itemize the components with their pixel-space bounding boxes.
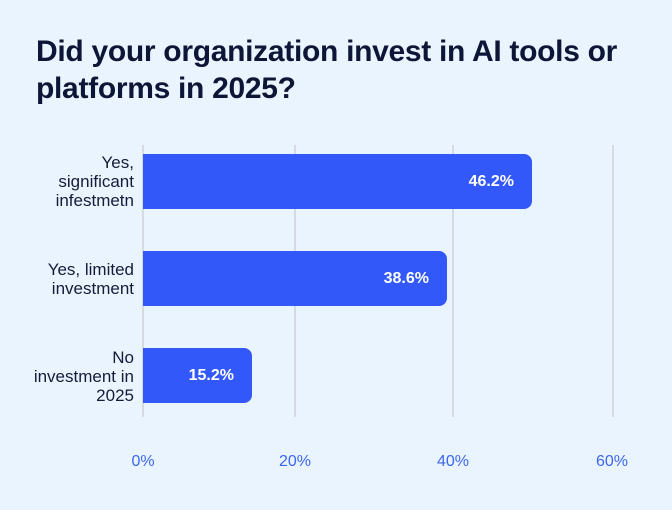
bar-value-label: 15.2% [188, 366, 234, 384]
gridline-60 [612, 145, 614, 417]
bar-value-label: 38.6% [383, 269, 429, 287]
category-label-none: No investment in 2025 [33, 348, 134, 405]
x-tick-label: 60% [595, 453, 629, 470]
bar-value-label: 46.2% [468, 172, 514, 190]
category-label-significant: Yes, significant infestmetn [55, 153, 134, 210]
chart-title: Did your organization invest in AI tools… [36, 35, 618, 105]
bar-limited: 38.6% [143, 251, 447, 306]
category-label-limited: Yes, limited investment [47, 260, 134, 298]
x-tick-label: 20% [278, 453, 312, 470]
gridline-40 [452, 145, 454, 417]
bar-none: 15.2% [143, 348, 252, 403]
x-tick-label: 40% [436, 453, 470, 470]
x-tick-label: 0% [131, 453, 155, 470]
bar-significant: 46.2% [143, 154, 532, 209]
